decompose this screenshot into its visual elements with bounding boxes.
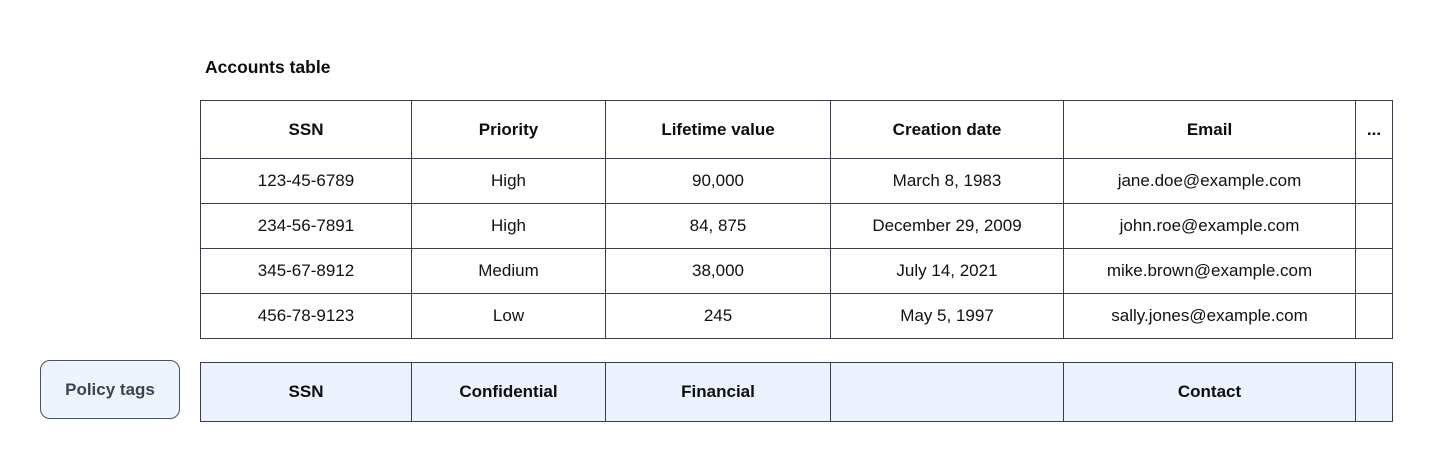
cell-creation-date: July 14, 2021 [830,248,1064,294]
cell-lifetime-value: 90,000 [605,158,831,204]
cell-priority: Medium [411,248,606,294]
cell-priority: High [411,158,606,204]
cell-lifetime-value: 84, 875 [605,203,831,249]
policy-tags-button[interactable]: Policy tags [40,360,180,419]
table-row: 345-67-8912 Medium 38,000 July 14, 2021 … [200,248,1393,294]
cell-ssn: 123-45-6789 [200,158,412,204]
cell-ssn: 456-78-9123 [200,293,412,339]
accounts-table-title: Accounts table [205,57,331,77]
cell-more [1355,203,1393,249]
policy-tag-empty [830,362,1064,422]
cell-priority: Low [411,293,606,339]
cell-creation-date: December 29, 2009 [830,203,1064,249]
cell-priority: High [411,203,606,249]
column-header-priority: Priority [411,100,606,159]
policy-tag-financial: Financial [605,362,831,422]
policy-tag-ssn: SSN [200,362,412,422]
cell-more [1355,293,1393,339]
accounts-table-header-row: SSN Priority Lifetime value Creation dat… [200,100,1393,159]
cell-email: john.roe@example.com [1063,203,1356,249]
cell-ssn: 234-56-7891 [200,203,412,249]
cell-more [1355,248,1393,294]
policy-tags-row: SSN Confidential Financial Contact [200,362,1393,422]
cell-lifetime-value: 245 [605,293,831,339]
policy-tag-confidential: Confidential [411,362,606,422]
cell-creation-date: May 5, 1997 [830,293,1064,339]
cell-email: jane.doe@example.com [1063,158,1356,204]
column-header-more-ellipsis: ... [1355,100,1393,159]
accounts-table: SSN Priority Lifetime value Creation dat… [200,100,1393,339]
table-row: 234-56-7891 High 84, 875 December 29, 20… [200,203,1393,249]
column-header-lifetime-value: Lifetime value [605,100,831,159]
column-header-email: Email [1063,100,1356,159]
cell-ssn: 345-67-8912 [200,248,412,294]
table-row: 456-78-9123 Low 245 May 5, 1997 sally.jo… [200,293,1393,339]
cell-creation-date: March 8, 1983 [830,158,1064,204]
policy-tag-contact: Contact [1063,362,1356,422]
column-header-creation-date: Creation date [830,100,1064,159]
cell-more [1355,158,1393,204]
table-row: 123-45-6789 High 90,000 March 8, 1983 ja… [200,158,1393,204]
cell-email: sally.jones@example.com [1063,293,1356,339]
column-header-ssn: SSN [200,100,412,159]
cell-email: mike.brown@example.com [1063,248,1356,294]
cell-lifetime-value: 38,000 [605,248,831,294]
policy-tag-empty-more [1355,362,1393,422]
policy-tags-cells: SSN Confidential Financial Contact [200,362,1393,422]
policy-tags-button-label: Policy tags [65,379,155,399]
